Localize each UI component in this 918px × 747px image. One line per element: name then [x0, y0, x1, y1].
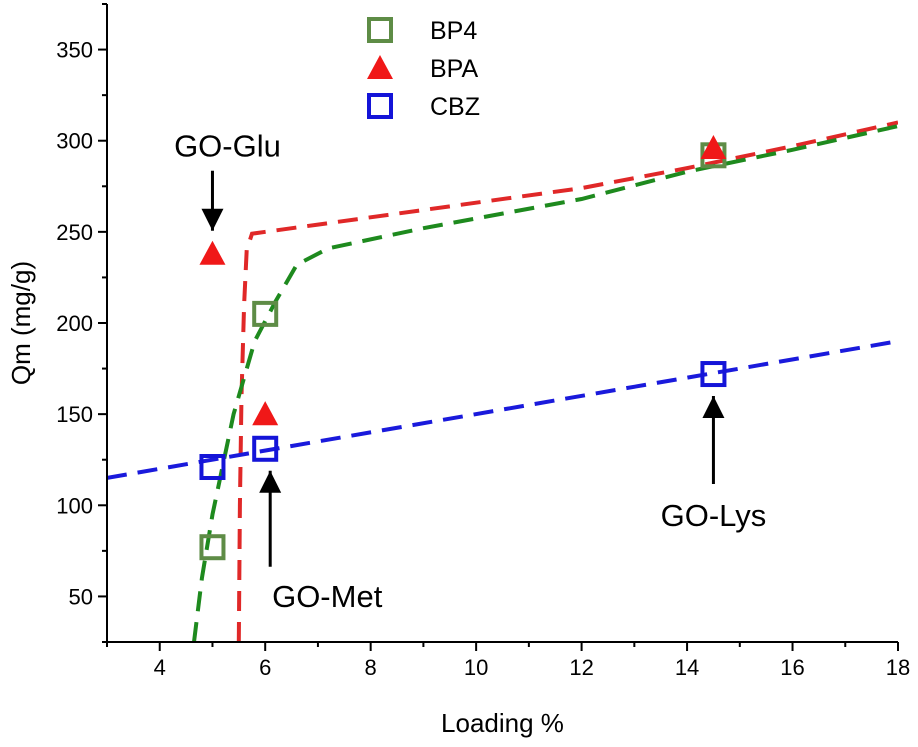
x-tick-label: 8 — [365, 655, 377, 680]
annotations: GO-Glu GO-Met GO-Lys — [174, 129, 766, 614]
x-tick-label: 6 — [259, 655, 271, 680]
legend-marker-bp4 — [367, 17, 393, 43]
point-bpa — [700, 135, 727, 160]
x-tick-label: 18 — [886, 655, 910, 680]
fit-line-bpa — [236, 120, 898, 642]
y-axis-title: Qm (mg/g) — [6, 261, 36, 385]
annotation-go-glu-arrow-head — [201, 208, 224, 231]
x-tick-label: 10 — [464, 655, 488, 680]
point-cbz — [252, 435, 279, 462]
x-axis-title: Loading % — [441, 708, 564, 738]
annotation-go-met-arrow-head — [259, 470, 282, 493]
y-tick-label: 350 — [56, 38, 93, 63]
y-tick-label: 50 — [69, 584, 93, 609]
annotation-go-lys-arrow-head — [702, 396, 725, 419]
annotation-go-glu-label: GO-Glu — [174, 129, 281, 164]
x-tick-label: 12 — [569, 655, 593, 680]
fit-line-bp4 — [192, 124, 898, 642]
point-bpa — [199, 240, 226, 265]
legend: BP4 BPA CBZ — [367, 17, 480, 121]
x-tick-label: 14 — [675, 655, 699, 680]
legend-marker-bpa — [367, 55, 393, 80]
point-bp4 — [252, 300, 279, 327]
y-tick-label: 150 — [56, 402, 93, 427]
data-points — [199, 135, 727, 561]
x-tick-label: 16 — [780, 655, 804, 680]
axes: 4 6 8 10 12 14 16 18 50 100 150 200 250 300 350 — [56, 3, 910, 680]
y-tick-label: 250 — [56, 220, 93, 245]
legend-label-cbz: CBZ — [430, 93, 480, 121]
point-bp4 — [199, 534, 226, 561]
fit-lines — [107, 120, 898, 642]
x-tick-label: 4 — [154, 655, 166, 680]
fit-line-cbz — [107, 339, 898, 480]
legend-label-bpa: BPA — [430, 55, 478, 83]
point-cbz — [700, 361, 727, 388]
y-tick-label: 300 — [56, 129, 93, 154]
annotation-go-lys-label: GO-Lys — [661, 498, 767, 533]
y-tick-label: 200 — [56, 311, 93, 336]
point-cbz — [199, 454, 226, 481]
legend-label-bp4: BP4 — [430, 17, 477, 45]
legend-marker-cbz — [367, 93, 393, 119]
annotation-go-met-label: GO-Met — [272, 579, 383, 614]
point-bpa — [252, 401, 279, 426]
y-tick-label: 100 — [56, 493, 93, 518]
